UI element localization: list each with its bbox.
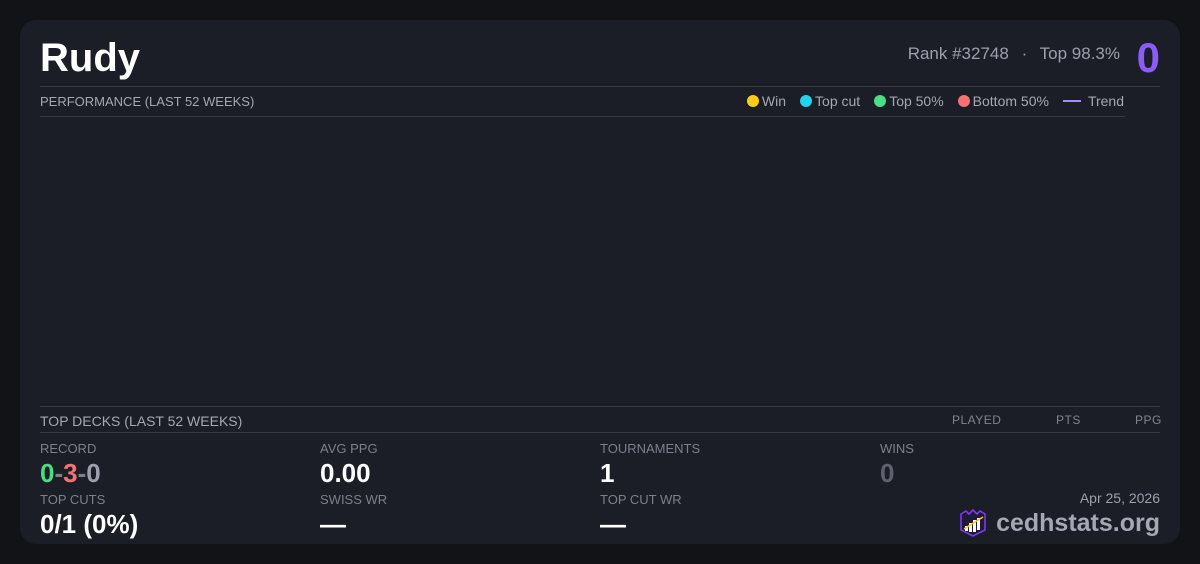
legend-label: Top cut bbox=[815, 93, 861, 109]
cedhstats-logo-icon bbox=[960, 508, 986, 537]
col-ppg: PPG bbox=[1135, 413, 1162, 427]
divider bbox=[40, 432, 1160, 433]
record-label: RECORD bbox=[40, 441, 97, 456]
legend-label: Top 50% bbox=[889, 93, 944, 109]
record-draws: 0 bbox=[86, 458, 101, 488]
record-separator: - bbox=[54, 458, 64, 488]
col-pts: PTS bbox=[1056, 413, 1081, 427]
top-decks-title: TOP DECKS (LAST 52 WEEKS) bbox=[40, 413, 243, 429]
legend-top-50: Top 50% bbox=[874, 93, 944, 109]
player-card: Rudy Rank #32748 · Top 98.3% 0 PERFORMAN… bbox=[20, 20, 1180, 544]
wins-value: 0 bbox=[880, 458, 895, 488]
player-name: Rudy bbox=[40, 36, 140, 80]
performance-chart-area bbox=[40, 117, 1125, 405]
chart-legend: Win Top cut Top 50% Bottom 50% Trend bbox=[746, 93, 1124, 109]
trend-line-icon bbox=[1062, 100, 1081, 102]
top-cut-wr-label: TOP CUT WR bbox=[600, 492, 682, 507]
legend-bottom-50: Bottom 50% bbox=[957, 93, 1049, 109]
legend-label: Win bbox=[761, 93, 787, 109]
divider bbox=[40, 406, 1160, 407]
record-separator: - bbox=[77, 458, 87, 488]
legend-top-cut: Top cut bbox=[800, 93, 860, 109]
top-percent: Top 98.3% bbox=[1039, 44, 1120, 63]
brand-name: cedhstats.org bbox=[996, 508, 1160, 537]
date: Apr 25, 2026 bbox=[1079, 490, 1160, 506]
swiss-wr-value: — bbox=[320, 509, 346, 539]
separator: · bbox=[1021, 44, 1028, 63]
bottom-50-dot-icon bbox=[957, 95, 970, 107]
score: 0 bbox=[1136, 34, 1160, 81]
record-losses: 3 bbox=[63, 458, 78, 488]
rank: Rank #32748 bbox=[907, 44, 1009, 63]
wins-label: WINS bbox=[880, 441, 914, 456]
legend-label: Bottom 50% bbox=[972, 93, 1049, 109]
divider bbox=[40, 116, 1125, 117]
performance-title: PERFORMANCE (LAST 52 WEEKS) bbox=[40, 94, 255, 109]
top-cut-wr-value: — bbox=[600, 509, 626, 539]
top-50-dot-icon bbox=[874, 95, 887, 107]
avg-ppg-value: 0.00 bbox=[320, 458, 371, 488]
swiss-wr-label: SWISS WR bbox=[320, 492, 388, 507]
record-value: 0-3-0 bbox=[40, 458, 101, 489]
legend-trend: Trend bbox=[1062, 93, 1124, 109]
legend-win: Win bbox=[746, 93, 787, 109]
top-cuts-label: TOP CUTS bbox=[40, 492, 106, 507]
tournaments-value: 1 bbox=[600, 458, 615, 488]
legend-label: Trend bbox=[1087, 93, 1124, 109]
top-cuts-value: 0/1 (0%) bbox=[40, 509, 139, 539]
brand: cedhstats.org bbox=[958, 508, 1160, 538]
avg-ppg-label: AVG PPG bbox=[320, 441, 378, 456]
record-wins: 0 bbox=[40, 458, 55, 488]
tournaments-label: TOURNAMENTS bbox=[600, 441, 701, 456]
win-dot-icon bbox=[746, 95, 759, 107]
top-cut-dot-icon bbox=[800, 95, 813, 107]
divider bbox=[40, 86, 1160, 87]
rank-info: Rank #32748 · Top 98.3% bbox=[908, 44, 1120, 64]
col-played: PLAYED bbox=[952, 413, 1002, 427]
